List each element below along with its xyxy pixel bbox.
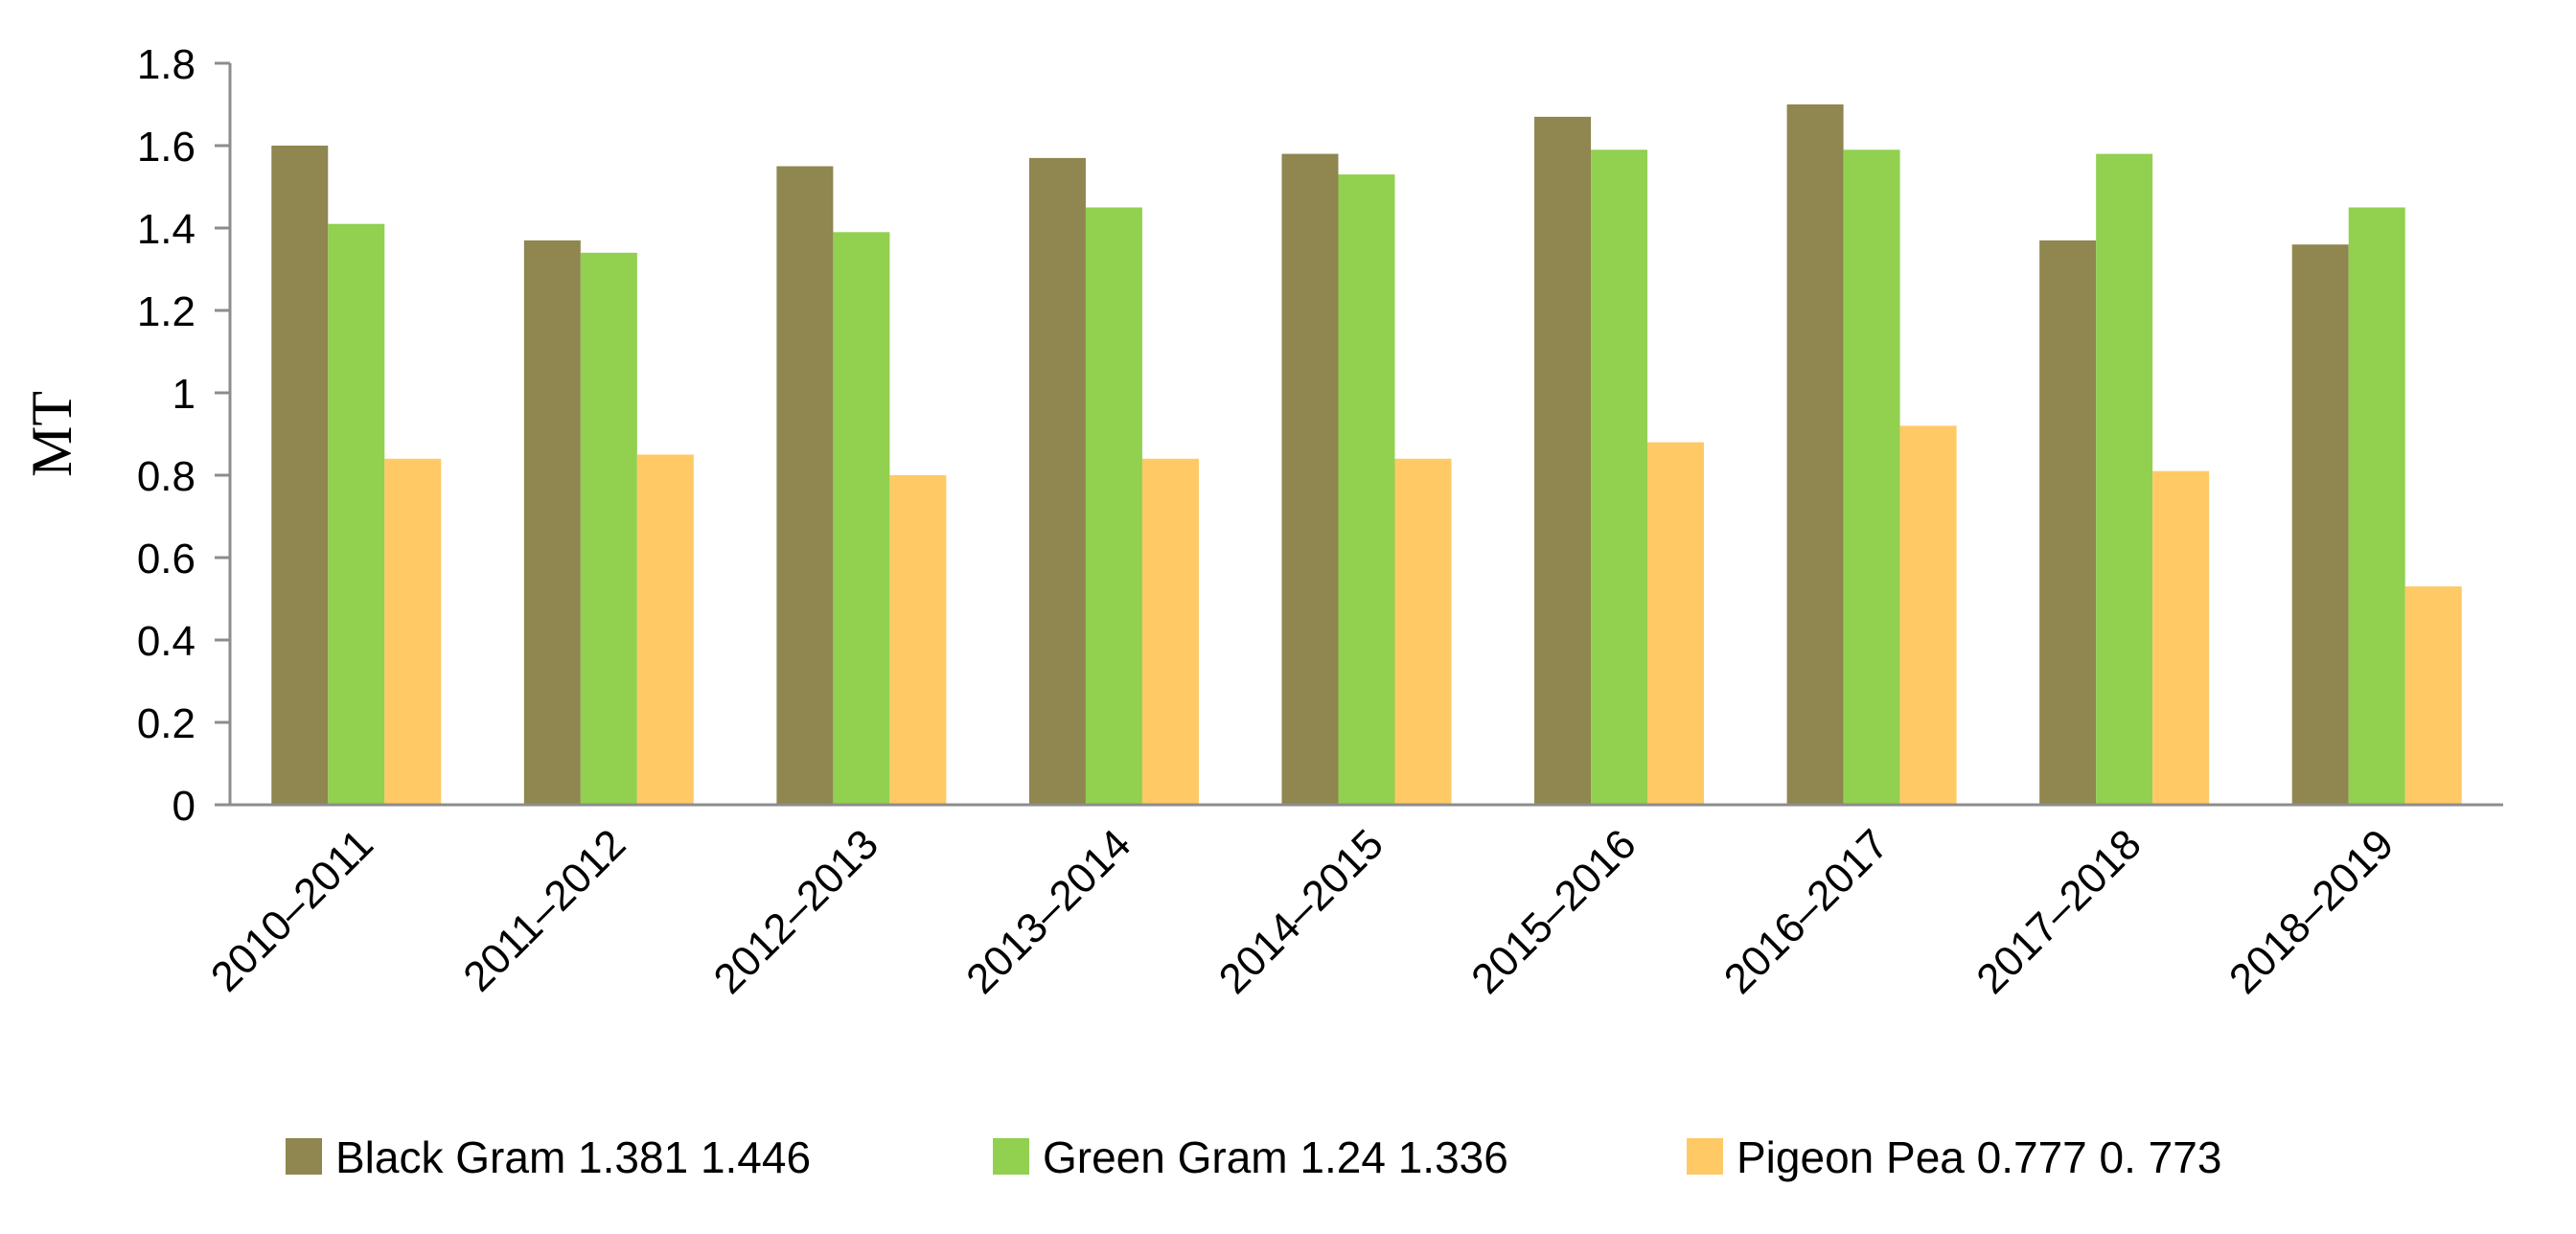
y-tick-label: 1 — [172, 371, 196, 418]
bar — [580, 252, 637, 805]
y-axis-title: MT — [20, 391, 83, 477]
legend-swatch — [286, 1138, 322, 1175]
x-axis: 2010–2011 2011–2012 2012–2013 2013–2014 2014… — [202, 803, 2503, 1003]
y-tick-label: 0.4 — [137, 618, 196, 665]
legend-label: Black Gram 1.381 1.446 — [335, 1132, 811, 1182]
y-tick-label: 1.6 — [137, 124, 196, 171]
bar — [833, 232, 890, 806]
bar — [1591, 149, 1648, 806]
x-tick-label: 2012–2013 — [705, 820, 887, 1002]
bar — [1085, 207, 1142, 805]
legend-label: Pigeon Pea 0.777 0. 773 — [1736, 1132, 2221, 1182]
x-tick-label: 2015–2016 — [1462, 820, 1644, 1002]
bar — [1786, 104, 1844, 805]
bar — [2039, 240, 2097, 805]
bar — [2348, 207, 2405, 805]
y-tick-label: 0.8 — [137, 453, 196, 500]
bar — [889, 475, 947, 805]
bar — [2096, 153, 2153, 806]
bar — [2152, 470, 2210, 805]
bar — [776, 166, 834, 805]
bars — [271, 104, 2462, 806]
bar — [636, 454, 694, 805]
bar — [523, 240, 581, 805]
x-tick-label: 2016–2017 — [1715, 820, 1898, 1002]
bar — [1647, 442, 1705, 805]
y-tick-label: 1.8 — [137, 41, 196, 88]
bar — [1843, 149, 1900, 806]
bar — [2291, 244, 2349, 805]
bar — [1281, 153, 1339, 806]
x-tick-label: 2013–2014 — [957, 820, 1139, 1002]
bar — [1534, 116, 1592, 805]
y-tick-label: 0.6 — [137, 536, 196, 583]
bar — [1899, 425, 1957, 805]
bar — [271, 146, 329, 805]
legend-label: Green Gram 1.24 1.336 — [1043, 1132, 1508, 1182]
bar — [1394, 458, 1452, 805]
x-tick-label: 2010–2011 — [202, 820, 382, 1000]
legend-swatch — [1687, 1138, 1723, 1175]
x-tick-label: 2018–2019 — [2220, 820, 2403, 1002]
y-tick-label: 0.2 — [137, 700, 196, 747]
legend: Black Gram 1.381 1.446 Green Gram 1.24 1.… — [286, 1132, 2221, 1182]
x-tick-label: 2011–2012 — [454, 820, 634, 1000]
x-tick-label: 2017–2018 — [1967, 820, 2150, 1002]
bar — [1028, 157, 1086, 805]
y-axis: 0 0.2 0.4 0.6 0.8 1 1.2 1.4 1.6 1.8 — [137, 41, 232, 830]
bar — [2404, 586, 2462, 805]
bar — [1338, 174, 1395, 806]
bar — [384, 458, 442, 805]
x-tick-label: 2014–2015 — [1210, 820, 1392, 1002]
bar — [1141, 458, 1199, 805]
legend-swatch — [993, 1138, 1029, 1175]
y-tick-label: 1.2 — [137, 288, 196, 335]
y-tick-label: 0 — [172, 783, 196, 830]
y-tick-label: 1.4 — [137, 206, 196, 253]
bar — [328, 223, 385, 805]
